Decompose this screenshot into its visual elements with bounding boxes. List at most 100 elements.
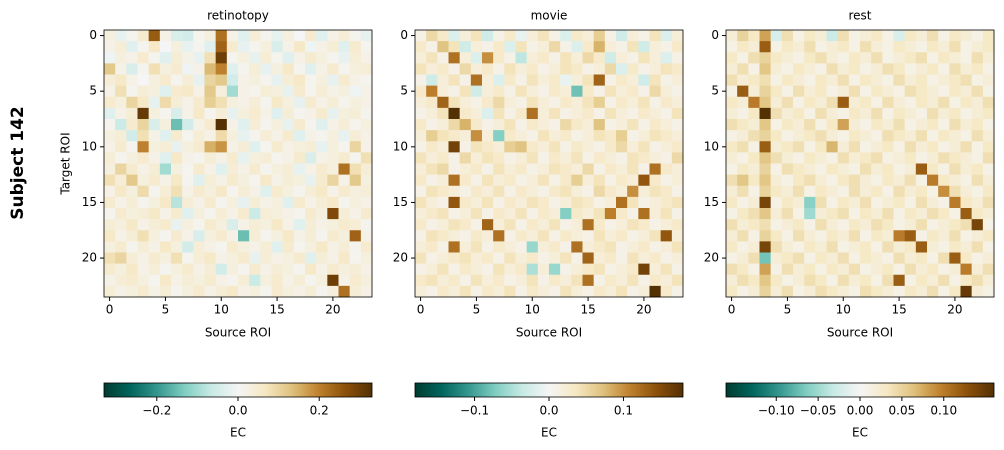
heatmap-cell <box>726 74 738 86</box>
heatmap-cell <box>759 74 771 86</box>
heatmap-cell <box>415 96 427 109</box>
heatmap-cell <box>426 185 438 198</box>
heatmap-cell <box>104 107 116 120</box>
heatmap-cell <box>616 285 628 298</box>
heatmap-cell <box>871 208 883 220</box>
heatmap-cell <box>459 274 472 287</box>
heatmap-cell <box>915 52 928 64</box>
heatmap-cell <box>437 107 449 120</box>
heatmap-cell <box>115 219 127 231</box>
heatmap-cell <box>915 107 928 120</box>
y-tick-label: 15 <box>704 195 719 209</box>
heatmap-cell <box>226 130 239 142</box>
heatmap-cell <box>104 285 116 298</box>
heatmap-cell <box>349 196 362 209</box>
heatmap-cell <box>627 274 639 287</box>
heatmap-cell <box>871 219 883 231</box>
heatmap-cell <box>515 119 527 131</box>
heatmap-cell <box>482 52 494 64</box>
heatmap-cell <box>616 119 628 131</box>
heatmap-cell <box>482 119 494 131</box>
heatmap-cell <box>971 63 984 75</box>
heatmap-cell <box>159 41 172 53</box>
heatmap-cell <box>159 230 172 242</box>
heatmap-cell <box>415 152 427 164</box>
heatmap-cell <box>549 241 561 253</box>
heatmap-cell <box>860 285 872 298</box>
heatmap-cell <box>804 141 816 153</box>
heatmap-cell <box>260 285 272 298</box>
heatmap-cell <box>560 96 572 109</box>
heatmap-cell <box>215 174 228 187</box>
heatmap-cell <box>316 174 328 187</box>
colorbar-tick-label: 0.10 <box>930 404 957 418</box>
heatmap-cell <box>904 30 917 42</box>
heatmap-cell <box>571 152 583 164</box>
heatmap-cell <box>504 252 516 264</box>
heatmap-cell <box>960 152 972 164</box>
heatmap-cell <box>593 85 606 98</box>
heatmap-cell <box>882 52 894 64</box>
heatmap-cell <box>193 63 205 75</box>
heatmap-cell <box>316 30 328 42</box>
heatmap-cell <box>971 274 984 287</box>
heatmap-cell <box>848 119 861 131</box>
heatmap-cell <box>504 119 516 131</box>
heatmap-cell <box>171 163 183 175</box>
heatmap-cell <box>582 119 594 131</box>
heatmap-cell <box>159 196 172 209</box>
heatmap-cell <box>893 41 905 53</box>
heatmap-cell <box>960 185 972 198</box>
heatmap-cell <box>660 119 673 131</box>
heatmap-cell <box>448 107 460 120</box>
heatmap-cell <box>927 52 939 64</box>
heatmap-cell <box>470 174 483 187</box>
heatmap-cell <box>115 241 127 253</box>
heatmap-cell <box>159 96 172 109</box>
heatmap-cell <box>482 241 494 253</box>
heatmap-cell <box>571 63 583 75</box>
heatmap-cell <box>493 141 505 153</box>
heatmap-cell <box>938 163 950 175</box>
heatmap-cell <box>748 30 760 42</box>
heatmap-cell <box>571 230 583 242</box>
heatmap-cell <box>927 119 939 131</box>
heatmap-cell <box>415 130 427 142</box>
heatmap-cell <box>338 107 350 120</box>
heatmap-cell <box>459 141 472 153</box>
heatmap-cell <box>848 196 861 209</box>
heatmap-cell <box>159 85 172 98</box>
heatmap-cell <box>137 52 149 64</box>
heatmap-cell <box>949 52 961 64</box>
heatmap-cell <box>226 241 239 253</box>
heatmap-cell <box>148 119 161 131</box>
x-tick-label: 10 <box>836 303 851 317</box>
heatmap-cell <box>971 96 984 109</box>
heatmap-cell <box>526 241 539 253</box>
heatmap-cell <box>793 52 805 64</box>
heatmap-cell <box>338 119 350 131</box>
heatmap-cell <box>148 241 161 253</box>
heatmap-cell <box>493 230 505 242</box>
heatmap-cell <box>726 230 738 242</box>
heatmap-cell <box>871 130 883 142</box>
heatmap-cell <box>137 85 149 98</box>
heatmap-cell <box>104 85 116 98</box>
heatmap-cell <box>871 163 883 175</box>
heatmap-cell <box>616 263 628 276</box>
heatmap-cell <box>770 263 783 276</box>
heatmap-cell <box>804 30 816 42</box>
heatmap-cell <box>327 74 339 86</box>
heatmap-cell <box>360 230 373 242</box>
heatmap-cell <box>193 185 205 198</box>
heatmap-cell <box>437 274 449 287</box>
heatmap-cell <box>737 85 749 98</box>
heatmap-cell <box>781 52 794 64</box>
heatmap-cell <box>848 185 861 198</box>
heatmap-cell <box>504 63 516 75</box>
heatmap-cell <box>582 52 594 64</box>
heatmap-cell <box>560 30 572 42</box>
heatmap-cell <box>860 241 872 253</box>
heatmap-cell <box>915 163 928 175</box>
x-tick-label: 15 <box>891 303 906 317</box>
